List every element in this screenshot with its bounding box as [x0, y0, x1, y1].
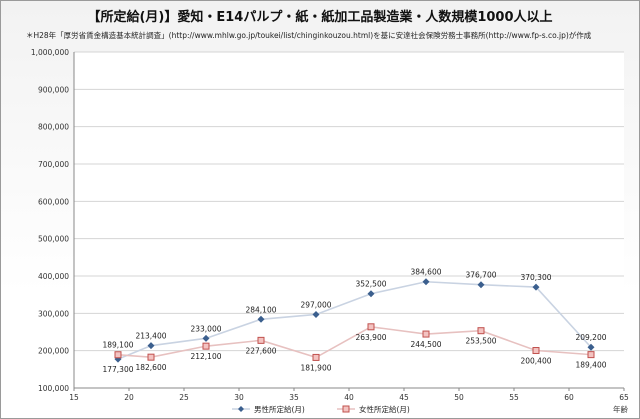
series-group: [114, 278, 595, 363]
legend-marker: [342, 405, 350, 413]
legend: 男性所定給(月) 女性所定給(月): [232, 404, 410, 414]
female-data-label: 244,500: [410, 340, 441, 349]
x-tick-label: 40: [344, 393, 354, 402]
x-tick-label: 50: [454, 393, 464, 402]
male-point: [257, 315, 265, 323]
series-line-male: [117, 280, 592, 360]
male-data-label: 209,200: [575, 333, 606, 342]
male-point: [477, 281, 485, 289]
male-point: [202, 334, 210, 342]
y-tick-label: 100,000: [38, 384, 69, 393]
male-data-label: 384,600: [410, 268, 441, 277]
x-axis-label: 年齢: [613, 404, 628, 414]
x-tick-labels: 15 20 25 30 35 40 45 50 55 60 65: [69, 393, 629, 402]
female-data-label: 189,400: [575, 361, 606, 370]
female-data-label: 181,900: [300, 363, 331, 372]
female-point: [532, 347, 540, 355]
female-data-label: 182,600: [135, 363, 166, 372]
female-point: [422, 330, 430, 338]
y-tick-label: 600,000: [38, 197, 69, 206]
female-data-label: 263,900: [355, 333, 386, 342]
x-tick-label: 55: [509, 393, 519, 402]
male-data-label: 352,500: [355, 280, 386, 289]
y-tick-label: 1,000,000: [31, 48, 69, 57]
female-point: [257, 336, 265, 344]
y-tick-label: 500,000: [38, 235, 69, 244]
x-tick-label: 60: [564, 393, 574, 402]
female-point: [114, 351, 122, 359]
y-tick-label: 300,000: [38, 309, 69, 318]
chart-title: 【所定給(月)】愛知・E14パルプ・紙・紙加工品製造業・人数規模1000人以上: [87, 10, 553, 25]
female-data-label: 227,600: [245, 346, 276, 355]
legend-entry: 男性所定給(月): [254, 404, 305, 414]
data-labels: 177,300 213,400 233,000 284,100 297,000 352,5…: [102, 268, 606, 374]
male-point: [312, 310, 320, 318]
y-tick-label: 900,000: [38, 85, 69, 94]
x-tick-label: 30: [234, 393, 244, 402]
male-data-label: 233,000: [190, 324, 221, 333]
male-data-label: 284,100: [245, 305, 276, 314]
female-point: [587, 351, 595, 359]
male-data-label: 297,000: [300, 300, 331, 309]
legend-entry: 女性所定給(月): [359, 404, 410, 414]
female-data-label: 200,400: [520, 357, 551, 366]
female-data-label: 189,100: [102, 341, 133, 350]
female-point: [477, 327, 485, 335]
x-tick-label: 25: [179, 393, 189, 402]
male-data-label: 177,300: [102, 365, 133, 374]
male-point: [587, 343, 595, 351]
axes: [73, 52, 625, 391]
y-tick-label: 800,000: [38, 123, 69, 132]
y-tick-label: 700,000: [38, 160, 69, 169]
x-tick-label: 20: [124, 393, 134, 402]
y-tick-label: 400,000: [38, 272, 69, 281]
male-point: [422, 278, 430, 286]
female-point: [312, 353, 320, 361]
series-line-female: [117, 325, 592, 359]
legend-marker: [238, 406, 244, 412]
x-tick-label: 45: [399, 393, 409, 402]
x-tick-label: 15: [69, 393, 79, 402]
female-point: [367, 323, 375, 331]
x-tick-label: 35: [289, 393, 299, 402]
female-data-label: 253,500: [465, 337, 496, 346]
y-tick-labels: 100,000 200,000 300,000 400,000 500,000 600,0…: [31, 48, 69, 393]
plot-area: [74, 52, 624, 388]
y-tick-label: 200,000: [38, 347, 69, 356]
female-data-label: 212,100: [190, 352, 221, 361]
male-data-label: 370,300: [520, 273, 551, 282]
male-data-label: 376,700: [465, 271, 496, 280]
x-tick-label: 65: [619, 393, 629, 402]
male-data-label: 213,400: [135, 332, 166, 341]
male-point: [367, 290, 375, 298]
male-point: [147, 342, 155, 350]
female-point: [202, 342, 210, 350]
male-point: [532, 283, 540, 291]
chart-subtitle: ＊H28年「厚労省賃金構造基本統計調査」(http://www.mhlw.go.…: [26, 31, 592, 40]
female-point: [147, 353, 155, 361]
plot-background: [74, 52, 624, 388]
